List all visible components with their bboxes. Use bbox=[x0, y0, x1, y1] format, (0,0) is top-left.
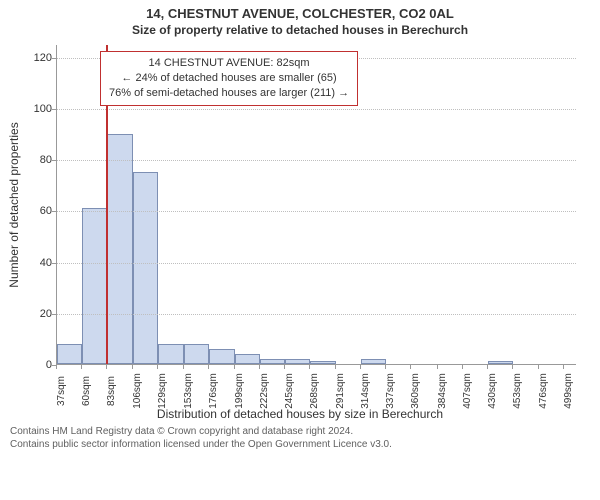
y-tick-mark bbox=[52, 263, 56, 264]
x-tick-label: 384sqm bbox=[437, 373, 448, 409]
x-tick-label: 222sqm bbox=[259, 373, 270, 409]
histogram-bar bbox=[488, 361, 513, 364]
x-tick-mark bbox=[563, 365, 564, 369]
y-tick-label: 60 bbox=[12, 205, 52, 217]
x-tick-label: 360sqm bbox=[410, 373, 421, 409]
x-tick-mark bbox=[259, 365, 260, 369]
annotation-line-1: 14 CHESTNUT AVENUE: 82sqm bbox=[109, 56, 349, 71]
x-tick-label: 314sqm bbox=[360, 373, 371, 409]
histogram-bar bbox=[107, 134, 132, 364]
histogram-chart: Number of detached properties 14 CHESTNU… bbox=[0, 37, 600, 419]
histogram-bar bbox=[158, 344, 184, 364]
histogram-bar bbox=[184, 344, 209, 364]
x-tick-mark bbox=[360, 365, 361, 369]
x-axis-title: Distribution of detached houses by size … bbox=[0, 407, 600, 421]
y-gridline bbox=[57, 314, 576, 315]
x-tick-label: 337sqm bbox=[385, 373, 396, 409]
histogram-bar bbox=[285, 359, 310, 364]
x-tick-label: 37sqm bbox=[56, 376, 67, 406]
x-tick-mark bbox=[335, 365, 336, 369]
x-tick-label: 245sqm bbox=[284, 373, 295, 409]
footer-line-1: Contains HM Land Registry data © Crown c… bbox=[10, 425, 590, 438]
x-tick-mark bbox=[309, 365, 310, 369]
x-tick-mark bbox=[385, 365, 386, 369]
histogram-bar bbox=[361, 359, 386, 364]
x-tick-label: 407sqm bbox=[462, 373, 473, 409]
histogram-bar bbox=[310, 361, 335, 364]
annotation-line-2: ← 24% of detached houses are smaller (65… bbox=[109, 71, 349, 86]
histogram-bar bbox=[209, 349, 234, 364]
x-tick-mark bbox=[462, 365, 463, 369]
x-tick-label: 291sqm bbox=[335, 373, 346, 409]
x-tick-mark bbox=[437, 365, 438, 369]
x-tick-label: 476sqm bbox=[538, 373, 549, 409]
y-tick-mark bbox=[52, 160, 56, 161]
page-title: 14, CHESTNUT AVENUE, COLCHESTER, CO2 0AL bbox=[0, 6, 600, 21]
y-tick-label: 120 bbox=[12, 52, 52, 64]
footer-attribution: Contains HM Land Registry data © Crown c… bbox=[0, 419, 600, 451]
histogram-bar bbox=[82, 208, 107, 364]
x-tick-mark bbox=[487, 365, 488, 369]
x-tick-mark bbox=[284, 365, 285, 369]
histogram-bar bbox=[133, 172, 158, 364]
x-tick-label: 60sqm bbox=[81, 376, 92, 406]
x-tick-label: 199sqm bbox=[234, 373, 245, 409]
y-gridline bbox=[57, 160, 576, 161]
y-tick-mark bbox=[52, 109, 56, 110]
x-tick-mark bbox=[410, 365, 411, 369]
x-tick-label: 153sqm bbox=[183, 373, 194, 409]
x-tick-mark bbox=[106, 365, 107, 369]
y-gridline bbox=[57, 109, 576, 110]
y-tick-label: 80 bbox=[12, 154, 52, 166]
x-tick-label: 129sqm bbox=[157, 373, 168, 409]
x-tick-label: 176sqm bbox=[208, 373, 219, 409]
x-tick-mark bbox=[208, 365, 209, 369]
y-tick-mark bbox=[52, 211, 56, 212]
y-gridline bbox=[57, 263, 576, 264]
x-tick-mark bbox=[183, 365, 184, 369]
y-tick-label: 100 bbox=[12, 103, 52, 115]
page-subtitle: Size of property relative to detached ho… bbox=[0, 23, 600, 37]
x-tick-mark bbox=[132, 365, 133, 369]
x-tick-label: 430sqm bbox=[487, 373, 498, 409]
x-tick-label: 499sqm bbox=[563, 373, 574, 409]
y-tick-mark bbox=[52, 314, 56, 315]
histogram-bar bbox=[235, 354, 260, 364]
x-tick-mark bbox=[538, 365, 539, 369]
x-tick-label: 268sqm bbox=[309, 373, 320, 409]
y-tick-label: 0 bbox=[12, 359, 52, 371]
y-gridline bbox=[57, 211, 576, 212]
histogram-bar bbox=[260, 359, 285, 364]
histogram-bar bbox=[57, 344, 82, 364]
annotation-line-3: 76% of semi-detached houses are larger (… bbox=[109, 86, 349, 101]
y-tick-mark bbox=[52, 58, 56, 59]
x-tick-mark bbox=[512, 365, 513, 369]
x-tick-mark bbox=[56, 365, 57, 369]
y-tick-label: 40 bbox=[12, 257, 52, 269]
footer-line-2: Contains public sector information licen… bbox=[10, 438, 590, 451]
x-tick-label: 83sqm bbox=[106, 376, 117, 406]
x-tick-label: 106sqm bbox=[132, 373, 143, 409]
y-tick-label: 20 bbox=[12, 308, 52, 320]
annotation-box: 14 CHESTNUT AVENUE: 82sqm ← 24% of detac… bbox=[100, 51, 358, 106]
x-tick-mark bbox=[81, 365, 82, 369]
x-tick-label: 453sqm bbox=[512, 373, 523, 409]
x-tick-mark bbox=[157, 365, 158, 369]
x-tick-mark bbox=[234, 365, 235, 369]
